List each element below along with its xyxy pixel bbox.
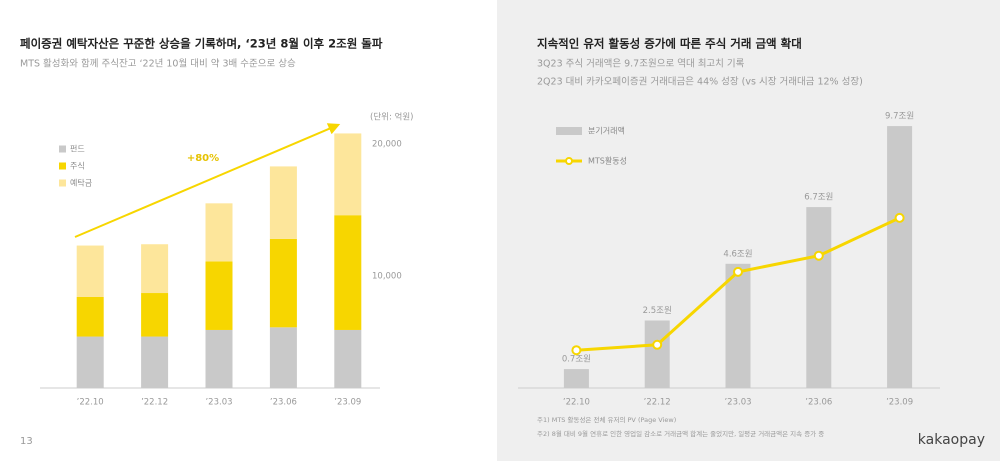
footnote: 주1) MTS 활동성은 전체 유저의 PV (Page View)	[537, 415, 676, 424]
right-subtitle: 2Q23 대비 카카오페이증권 거래대금은 44% 성장 (vs 시장 거래대금…	[537, 76, 863, 88]
bar	[205, 261, 233, 330]
bar	[269, 238, 297, 328]
x-tick-label: ’22.10	[77, 398, 104, 408]
bar	[141, 293, 169, 337]
bar	[334, 215, 362, 330]
value-label: 2.5조원	[643, 306, 672, 316]
bar	[76, 296, 104, 337]
value-label: 9.7조원	[885, 112, 914, 122]
x-tick-label: ’23.09	[886, 398, 913, 408]
right-title: 지속적인 유저 활동성 증가에 따른 주식 거래 금액 확대	[537, 37, 802, 51]
x-tick-label: ’23.09	[334, 398, 361, 408]
x-tick-label: ’22.12	[644, 398, 671, 408]
line-marker	[733, 266, 743, 277]
bar	[644, 320, 670, 388]
legend-label: 펀드	[70, 145, 85, 154]
x-tick-label: ’23.03	[724, 398, 751, 408]
legend-label: 분기거래액	[588, 126, 625, 136]
legend-swatch	[59, 179, 66, 187]
x-tick-label: ’22.12	[141, 398, 168, 408]
legend-label: 주식	[70, 162, 85, 171]
bar	[76, 336, 104, 388]
value-label: 0.7조원	[562, 355, 591, 365]
x-tick-label: ’22.10	[563, 398, 590, 408]
bar	[334, 329, 362, 388]
y-tick-label: 20,000	[372, 139, 402, 149]
bar	[563, 369, 589, 388]
bar	[76, 245, 104, 297]
legend-label: 예탁금	[70, 178, 92, 188]
footnote: 주2) 8월 대비 9월 연휴로 인한 영업일 감소로 거래금액 합계는 줄었지…	[537, 429, 824, 438]
legend-swatch	[556, 127, 582, 135]
left-title: 페이증권 예탁자산은 꾸준한 상승을 기록하며, ‘23년 8월 이후 2조원 …	[20, 37, 383, 51]
legend-swatch	[59, 145, 66, 153]
growth-annotation: +80%	[187, 153, 219, 164]
bar	[205, 329, 233, 388]
bar	[141, 336, 169, 388]
left-subtitle: MTS 활성화와 함께 주식잔고 ‘22년 10월 대비 약 3배 수준으로 상…	[20, 58, 296, 70]
x-tick-label: ’23.06	[270, 398, 297, 408]
page-number: 13	[20, 436, 33, 447]
line-marker	[813, 250, 824, 261]
legend-swatch	[59, 162, 66, 170]
line-marker	[652, 339, 663, 350]
bar	[141, 244, 169, 294]
y-tick-label: 10,000	[372, 271, 402, 281]
trend-arrow	[74, 123, 341, 238]
bar	[887, 126, 913, 388]
bar	[725, 263, 751, 388]
legend-swatch	[565, 157, 573, 165]
line-marker	[894, 212, 905, 223]
x-tick-label: ’23.06	[805, 398, 832, 408]
bar	[205, 203, 233, 262]
bar	[806, 207, 832, 388]
bar	[269, 166, 297, 239]
bar	[334, 133, 362, 216]
logo: kakaopay	[918, 432, 985, 448]
right-subtitle: 3Q23 주식 거래액은 9.7조원으로 역대 최고치 기록	[537, 58, 745, 70]
value-label: 6.7조원	[804, 193, 833, 203]
x-tick-label: ’23.03	[205, 398, 232, 408]
value-label: 4.6조원	[723, 249, 752, 259]
legend-label: MTS활동성	[588, 156, 627, 166]
bar	[269, 327, 297, 388]
y-unit: (단위: 억원)	[370, 112, 413, 123]
line-marker	[571, 345, 582, 356]
